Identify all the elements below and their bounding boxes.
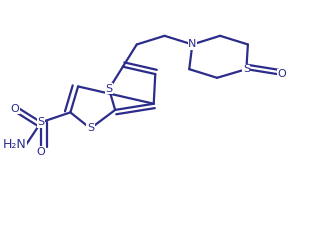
Text: O: O — [277, 69, 286, 79]
Text: S: S — [37, 117, 45, 127]
Text: S: S — [87, 124, 94, 133]
Text: S: S — [105, 84, 112, 94]
Text: O: O — [11, 104, 19, 114]
Text: O: O — [37, 147, 45, 157]
Text: H₂N: H₂N — [3, 138, 26, 151]
Text: S: S — [243, 64, 250, 74]
Text: N: N — [188, 40, 196, 49]
